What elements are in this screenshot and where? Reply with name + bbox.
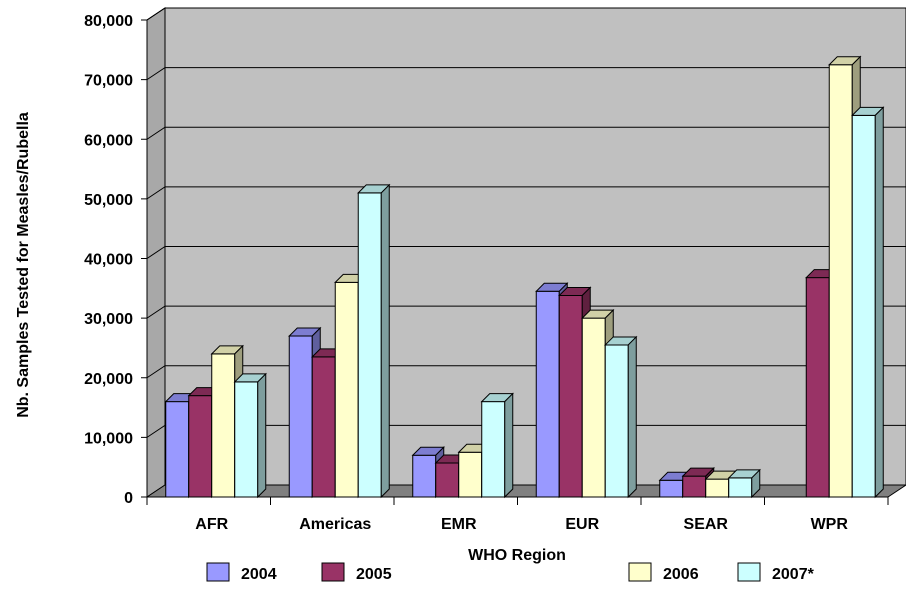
bar-front: [165, 401, 190, 498]
legend-swatch: [321, 562, 345, 582]
gridline: [146, 365, 906, 379]
y-tick-label: 40,000: [84, 252, 133, 269]
gridline: [146, 186, 906, 200]
x-tick-label: WPR: [811, 516, 849, 533]
gridline: [146, 126, 906, 140]
bar-front: [558, 294, 583, 498]
bar-front: [581, 317, 606, 498]
x-axis: AFR Americas EMR EUR SEAR WPR: [146, 496, 889, 533]
legend-swatch: [737, 562, 761, 582]
legend-label: 2004: [241, 566, 277, 583]
legend-item: 2007*: [737, 562, 815, 583]
y-axis: 0 10,000 20,000 30,000 40,000 50,000 60,000 70,…: [84, 13, 148, 507]
gridline: [146, 67, 906, 81]
bar-side: [874, 106, 884, 499]
x-tick-label: AFR: [195, 516, 228, 533]
bar: [851, 106, 885, 499]
y-tick-label: 20,000: [84, 371, 133, 388]
bar: [233, 372, 267, 499]
bar-front: [705, 478, 730, 498]
bar: [480, 392, 514, 499]
bar-front: [288, 335, 313, 498]
bar-front: [188, 395, 213, 498]
bar: [604, 335, 638, 499]
legend-item: 2004: [206, 562, 277, 583]
bar-front: [481, 401, 506, 498]
legend-label: 2006: [663, 566, 699, 583]
gridline: [146, 7, 906, 21]
bar-front: [458, 451, 483, 498]
y-tick-label: 50,000: [84, 192, 133, 209]
gridline: [146, 246, 906, 259]
bar: [357, 183, 391, 499]
legend-label: 2005: [356, 566, 392, 583]
bar: [727, 468, 761, 499]
bar-front: [234, 381, 259, 498]
legend-label: 2007*: [772, 566, 815, 583]
bar-side: [504, 392, 514, 499]
bar-front: [682, 475, 707, 498]
bar-side: [627, 335, 637, 499]
y-tick-label: 30,000: [84, 311, 133, 328]
bar-front: [728, 477, 753, 498]
bar-side: [751, 468, 761, 499]
bar-front: [659, 479, 684, 498]
bar-front: [311, 356, 336, 498]
bar-front: [334, 281, 359, 498]
bar-front: [535, 290, 560, 498]
y-tick-label: 70,000: [84, 73, 133, 90]
bar-front: [357, 192, 382, 498]
bar-front: [604, 344, 629, 498]
legend-swatch: [628, 562, 652, 582]
gridlines: [146, 7, 906, 438]
x-axis-title: WHO Region: [468, 547, 566, 564]
bar-front: [412, 454, 437, 498]
bar-side: [380, 183, 390, 499]
bar-front: [805, 277, 830, 498]
legend: 2004 2005 2006 2007*: [206, 562, 815, 583]
y-tick-label: 10,000: [84, 430, 133, 447]
y-axis-title: Nb. Samples Tested for Measles/Rubella: [15, 112, 32, 418]
gridline: [146, 424, 906, 438]
bar-front: [211, 353, 236, 498]
x-tick-label: SEAR: [684, 516, 729, 533]
x-tick-label: Americas: [299, 516, 371, 533]
legend-swatch: [206, 562, 230, 582]
bar-front: [828, 64, 853, 498]
y-tick-label: 60,000: [84, 132, 133, 149]
y-tick-label: 0: [124, 490, 133, 507]
legend-item: 2005: [321, 562, 392, 583]
legend-item: 2006: [628, 562, 699, 583]
bar-front: [851, 114, 876, 498]
x-tick-label: EUR: [565, 516, 599, 533]
bars: [164, 55, 885, 499]
bar-front: [435, 462, 460, 498]
gridline: [146, 305, 906, 319]
x-tick-label: EMR: [441, 516, 477, 533]
bar-side: [257, 372, 267, 499]
y-tick-label: 80,000: [84, 13, 133, 30]
